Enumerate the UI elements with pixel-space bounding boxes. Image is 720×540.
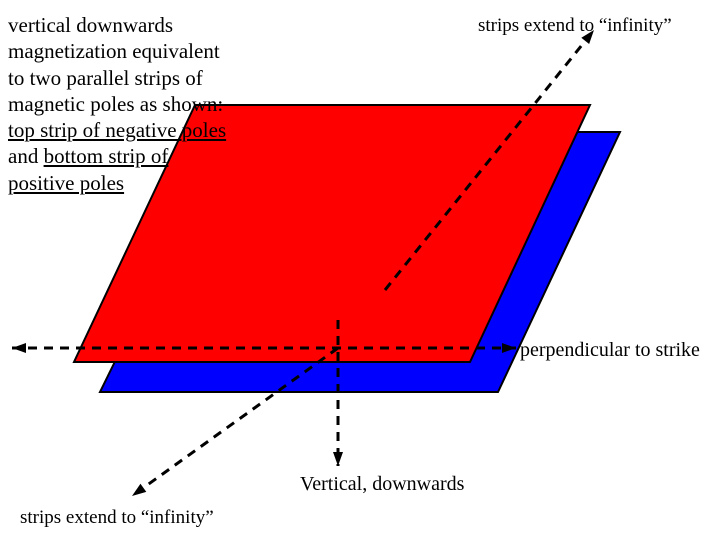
perpendicular-label: perpendicular to strike (520, 338, 700, 363)
arrowhead-icon (132, 484, 146, 496)
arrowhead-icon (12, 343, 26, 353)
vertical-downwards-label: Vertical, downwards (300, 472, 464, 497)
underline-bottom-strip: bottom strip of positive poles (8, 144, 168, 194)
bottom-infinity-label: strips extend to “infinity” (20, 506, 214, 530)
underline-top-strip: top strip of negative poles (8, 118, 226, 142)
main-description-text: vertical downwards magnetization equival… (8, 12, 228, 196)
top-infinity-label: strips extend to “infinity” (478, 14, 672, 38)
arrowhead-icon (333, 452, 343, 466)
